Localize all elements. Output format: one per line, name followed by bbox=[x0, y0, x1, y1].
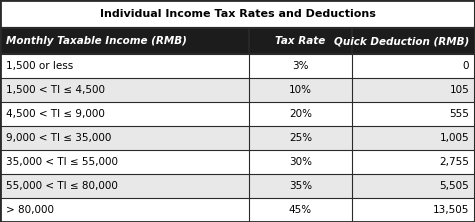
Text: 3%: 3% bbox=[292, 61, 309, 71]
Text: 45%: 45% bbox=[289, 205, 312, 215]
Text: 5,505: 5,505 bbox=[439, 181, 469, 191]
Text: 30%: 30% bbox=[289, 157, 312, 167]
Text: 105: 105 bbox=[449, 85, 469, 95]
Bar bbox=[0, 78, 475, 102]
Text: 9,000 < TI ≤ 35,000: 9,000 < TI ≤ 35,000 bbox=[6, 133, 111, 143]
Bar bbox=[0, 0, 475, 28]
Text: 13,505: 13,505 bbox=[433, 205, 469, 215]
Text: Tax Rate: Tax Rate bbox=[276, 36, 325, 46]
Text: 0: 0 bbox=[463, 61, 469, 71]
Text: Individual Income Tax Rates and Deductions: Individual Income Tax Rates and Deductio… bbox=[100, 9, 375, 19]
Text: 2,755: 2,755 bbox=[439, 157, 469, 167]
Text: 25%: 25% bbox=[289, 133, 312, 143]
Text: > 80,000: > 80,000 bbox=[6, 205, 54, 215]
Bar bbox=[0, 102, 475, 126]
Text: 1,500 < TI ≤ 4,500: 1,500 < TI ≤ 4,500 bbox=[6, 85, 104, 95]
Text: 20%: 20% bbox=[289, 109, 312, 119]
Text: 555: 555 bbox=[449, 109, 469, 119]
Text: 35,000 < TI ≤ 55,000: 35,000 < TI ≤ 55,000 bbox=[6, 157, 118, 167]
Text: 10%: 10% bbox=[289, 85, 312, 95]
Bar bbox=[0, 150, 475, 174]
Text: 35%: 35% bbox=[289, 181, 312, 191]
Text: 4,500 < TI ≤ 9,000: 4,500 < TI ≤ 9,000 bbox=[6, 109, 104, 119]
Bar bbox=[0, 126, 475, 150]
Bar bbox=[0, 54, 475, 78]
Bar bbox=[0, 198, 475, 222]
Text: 1,500 or less: 1,500 or less bbox=[6, 61, 73, 71]
Text: 55,000 < TI ≤ 80,000: 55,000 < TI ≤ 80,000 bbox=[6, 181, 118, 191]
Text: Monthly Taxable Income (RMB): Monthly Taxable Income (RMB) bbox=[6, 36, 187, 46]
Bar bbox=[0, 174, 475, 198]
Bar bbox=[0, 28, 475, 54]
Text: 1,005: 1,005 bbox=[440, 133, 469, 143]
Text: Quick Deduction (RMB): Quick Deduction (RMB) bbox=[334, 36, 469, 46]
